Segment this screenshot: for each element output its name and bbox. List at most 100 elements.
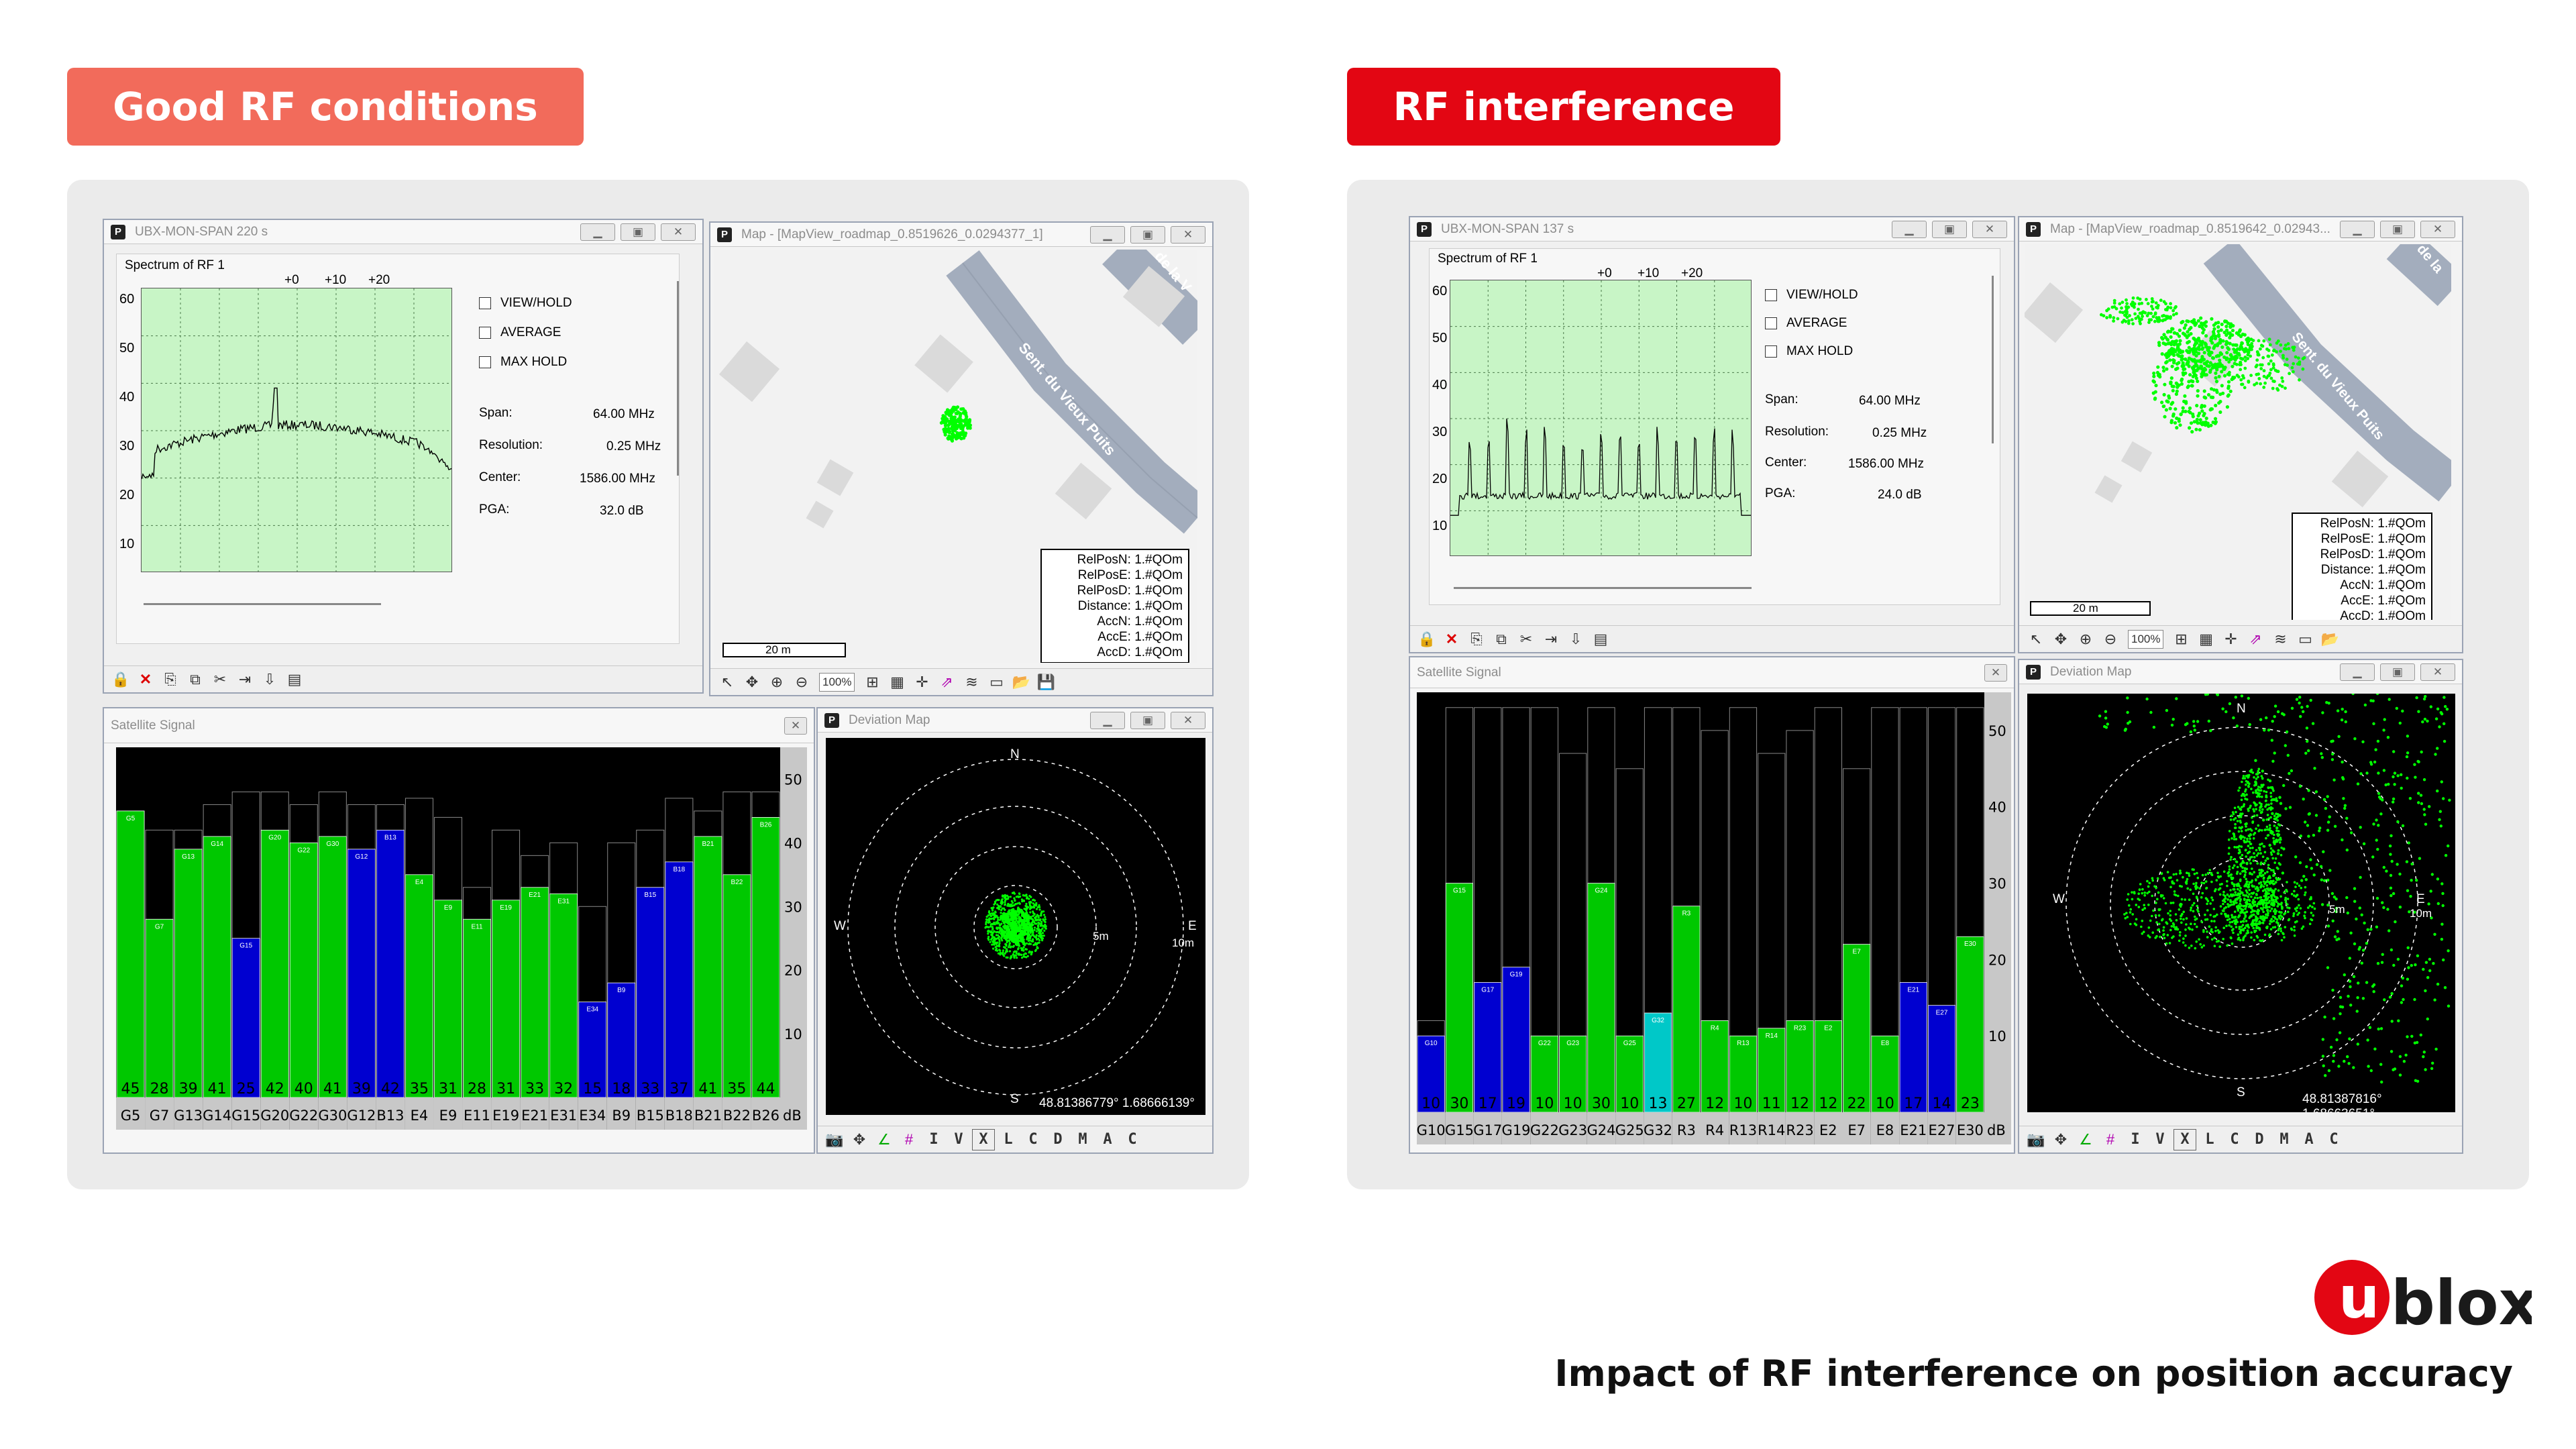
toggle-v[interactable]: V <box>2155 1131 2165 1148</box>
export-icon[interactable]: ⇥ <box>1544 630 1558 647</box>
pointer-icon[interactable]: ↖ <box>2029 630 2043 647</box>
delete-icon[interactable]: ✕ <box>1445 630 1458 647</box>
toggle-a[interactable]: A <box>1103 1131 1112 1148</box>
minimize-button[interactable]: ▁ <box>2340 663 2375 681</box>
paste-icon[interactable]: ⧉ <box>190 670 201 688</box>
grid-icon[interactable]: # <box>2106 1130 2115 1148</box>
close-button[interactable]: ✕ <box>2420 220 2455 238</box>
toggle-l[interactable]: L <box>2205 1131 2214 1148</box>
close-button[interactable]: ✕ <box>2420 663 2455 681</box>
speed-icon[interactable]: ≋ <box>965 673 978 690</box>
toggle-i[interactable]: I <box>2131 1131 2140 1148</box>
window-titlebar[interactable]: Satellite Signal ✕ <box>104 708 814 743</box>
toggle-d[interactable]: D <box>2255 1131 2264 1148</box>
pos-icon[interactable]: ⇗ <box>941 673 953 690</box>
max-hold-option[interactable]: MAX HOLD <box>1765 344 1853 359</box>
window-titlebar[interactable]: P UBX-MON-SPAN 220 s ▁ ▣ ✕ <box>104 220 702 244</box>
export-icon[interactable]: ⇥ <box>238 670 252 688</box>
layers-icon[interactable]: ▦ <box>2199 630 2213 647</box>
close-button[interactable]: ✕ <box>1984 663 2007 682</box>
zoom-out-icon[interactable]: ⊖ <box>2104 630 2117 647</box>
center-icon[interactable]: ⊞ <box>866 673 879 690</box>
open-icon[interactable]: 📂 <box>2320 630 2340 647</box>
record-icon[interactable]: ⇩ <box>1569 630 1582 647</box>
grid-icon[interactable]: # <box>904 1130 914 1148</box>
pan-icon[interactable]: ✥ <box>2054 630 2068 647</box>
max-hold-checkbox[interactable] <box>1765 345 1777 358</box>
zoom-select[interactable]: 100% <box>819 672 855 692</box>
window-titlebar[interactable]: P Deviation Map ▁ ▣ ✕ <box>818 708 1212 733</box>
copy-icon[interactable]: ⎘ <box>1470 630 1483 647</box>
pan-icon[interactable]: ✥ <box>2054 1130 2068 1148</box>
toggle-c2[interactable]: C <box>1128 1131 1137 1148</box>
camera-icon[interactable]: 📷 <box>825 1130 844 1148</box>
maximize-button[interactable]: ▣ <box>2380 663 2415 681</box>
window-titlebar[interactable]: P Map - [MapView_roadmap_0.8519626_0.029… <box>710 223 1212 247</box>
toggle-d[interactable]: D <box>1053 1131 1063 1148</box>
plot-vscroll[interactable] <box>1992 276 1994 443</box>
window-titlebar[interactable]: P Deviation Map ▁ ▣ ✕ <box>2019 660 2462 684</box>
toggle-m[interactable]: M <box>1078 1131 1087 1148</box>
view-hold-checkbox[interactable] <box>1765 289 1777 301</box>
lock-icon[interactable]: 🔒 <box>1417 630 1436 647</box>
maximize-button[interactable]: ▣ <box>1130 711 1165 729</box>
pos-icon[interactable]: ⇗ <box>2249 630 2262 647</box>
zoom-out-icon[interactable]: ⊖ <box>795 673 808 690</box>
close-button[interactable]: ✕ <box>1171 225 1205 244</box>
close-button[interactable]: ✕ <box>1972 220 2007 238</box>
pan-icon[interactable]: ✥ <box>853 1130 866 1148</box>
close-button[interactable]: ✕ <box>784 716 807 735</box>
paste-icon[interactable]: ⧉ <box>1496 630 1507 647</box>
close-button[interactable]: ✕ <box>661 223 696 241</box>
zoom-in-icon[interactable]: ⊕ <box>2079 630 2092 647</box>
toggle-x[interactable]: X <box>2174 1128 2196 1150</box>
max-hold-option[interactable]: MAX HOLD <box>479 355 567 370</box>
record-icon[interactable]: ⇩ <box>263 670 276 688</box>
plot-hscroll[interactable] <box>1454 587 1752 589</box>
toggle-a[interactable]: A <box>2304 1131 2314 1148</box>
minimize-button[interactable]: ▁ <box>1892 220 1927 238</box>
angle-icon[interactable]: ∠ <box>877 1130 891 1148</box>
deviation-plot[interactable]: N S W E 5m 10m 48.81386779° 1.68666139° <box>826 738 1205 1115</box>
plot-hscroll[interactable] <box>144 603 381 605</box>
zoom-select[interactable]: 100% <box>2128 629 2164 649</box>
copy-icon[interactable]: ⎘ <box>164 670 176 688</box>
toggle-v[interactable]: V <box>954 1131 963 1148</box>
open-icon[interactable]: 📂 <box>1012 673 1031 690</box>
average-checkbox[interactable] <box>1765 317 1777 329</box>
deviation-plot[interactable]: N S W E 5m 10m 48.81387816° 1.68663651° <box>2027 694 2455 1112</box>
toggle-x[interactable]: X <box>972 1128 995 1150</box>
view-hold-option[interactable]: VIEW/HOLD <box>1765 288 1858 303</box>
average-option[interactable]: AVERAGE <box>479 325 561 340</box>
average-option[interactable]: AVERAGE <box>1765 316 1847 331</box>
window-titlebar[interactable]: Satellite Signal ✕ <box>1410 657 2014 688</box>
lock-icon[interactable]: 🔒 <box>111 670 130 688</box>
speed-icon[interactable]: ≋ <box>2274 630 2287 647</box>
toggle-c[interactable]: C <box>2230 1131 2239 1148</box>
maximize-button[interactable]: ▣ <box>2380 220 2415 238</box>
toggle-m[interactable]: M <box>2279 1131 2289 1148</box>
minimize-button[interactable]: ▁ <box>1090 711 1125 729</box>
map-canvas[interactable]: Sent. du Vieux Puits de la V 20 m RelPos… <box>714 250 1197 663</box>
tools-icon[interactable]: ✂ <box>213 670 227 688</box>
tools-icon[interactable]: ✂ <box>1519 630 1533 647</box>
map-canvas[interactable]: Sent. du Vieux Puits de la 20 m RelPosN:… <box>2025 244 2451 620</box>
nav-icon[interactable]: ▭ <box>989 673 1004 690</box>
pan-icon[interactable]: ✥ <box>745 673 759 690</box>
crosshair-icon[interactable]: ✛ <box>2224 630 2237 647</box>
toggle-c2[interactable]: C <box>2329 1131 2339 1148</box>
minimize-button[interactable]: ▁ <box>2340 220 2375 238</box>
maximize-button[interactable]: ▣ <box>621 223 655 241</box>
minimize-button[interactable]: ▁ <box>580 223 615 241</box>
toggle-c[interactable]: C <box>1028 1131 1038 1148</box>
maximize-button[interactable]: ▣ <box>1932 220 1967 238</box>
view-hold-option[interactable]: VIEW/HOLD <box>479 296 572 311</box>
minimize-button[interactable]: ▁ <box>1090 225 1125 244</box>
maximize-button[interactable]: ▣ <box>1130 225 1165 244</box>
max-hold-checkbox[interactable] <box>479 356 491 368</box>
layers-icon[interactable]: ▦ <box>890 673 904 690</box>
angle-icon[interactable]: ∠ <box>2079 1130 2092 1148</box>
toggle-l[interactable]: L <box>1004 1131 1013 1148</box>
zoom-in-icon[interactable]: ⊕ <box>770 673 784 690</box>
save-icon[interactable]: 💾 <box>1036 673 1056 690</box>
